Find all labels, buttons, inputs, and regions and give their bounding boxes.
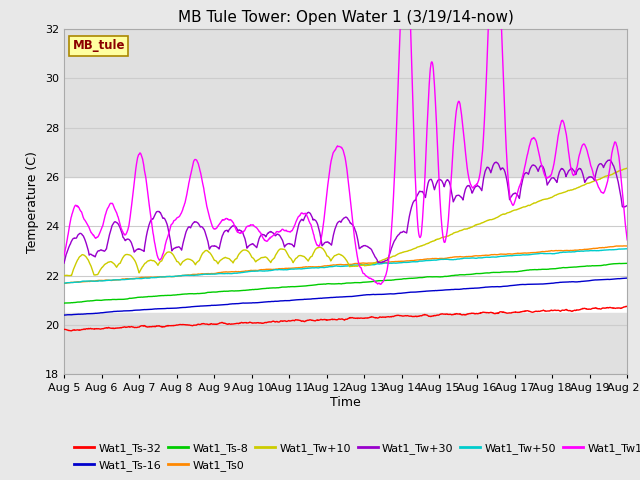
Wat1_Tw100 bbox=[299, 211, 307, 216]
Line: Wat1_Ts-8: Wat1_Ts-8 bbox=[64, 264, 627, 303]
X-axis label: Time: Time bbox=[330, 396, 361, 409]
Wat1_Tw+10 bbox=[127, 252, 134, 258]
Wat1_Ts-8 bbox=[299, 283, 307, 289]
Wat1_Ts-8 bbox=[127, 296, 134, 301]
Wat1_Ts-32 bbox=[127, 324, 134, 330]
Bar bbox=[64, 29, 627, 177]
Wat1_Ts-16 bbox=[311, 296, 319, 301]
Wat1_Tw+10 bbox=[104, 260, 111, 265]
Wat1_Tw100 bbox=[104, 205, 111, 211]
Wat1_Ts0 bbox=[622, 243, 630, 249]
Wat1_Tw100 bbox=[60, 253, 68, 259]
Wat1_Ts-32 bbox=[381, 314, 388, 320]
Wat1_Tw+30 bbox=[605, 157, 613, 163]
Wat1_Tw+50 bbox=[104, 277, 112, 283]
Wat1_Ts-32 bbox=[60, 326, 68, 332]
Wat1_Tw+30 bbox=[623, 203, 631, 208]
Wat1_Ts-8 bbox=[381, 277, 388, 283]
Text: MB_tule: MB_tule bbox=[72, 39, 125, 52]
Wat1_Tw100 bbox=[311, 236, 319, 241]
Y-axis label: Temperature (C): Temperature (C) bbox=[26, 151, 39, 252]
Wat1_Tw+30 bbox=[299, 217, 307, 223]
Wat1_Tw100 bbox=[381, 275, 388, 280]
Wat1_Tw100 bbox=[321, 210, 328, 216]
Wat1_Tw100 bbox=[127, 211, 134, 216]
Wat1_Ts0 bbox=[61, 280, 68, 286]
Wat1_Tw+30 bbox=[381, 259, 388, 264]
Wat1_Ts-32 bbox=[67, 328, 74, 334]
Wat1_Ts0 bbox=[623, 243, 631, 249]
Wat1_Tw+50 bbox=[311, 265, 319, 271]
Wat1_Ts0 bbox=[104, 277, 112, 283]
Wat1_Ts-8 bbox=[321, 281, 328, 287]
Wat1_Tw+50 bbox=[623, 246, 631, 252]
Wat1_Tw+10 bbox=[381, 257, 388, 263]
Legend: Wat1_Ts-32, Wat1_Ts-16, Wat1_Ts-8, Wat1_Ts0, Wat1_Tw+10, Wat1_Tw+30, Wat1_Tw+50,: Wat1_Ts-32, Wat1_Ts-16, Wat1_Ts-8, Wat1_… bbox=[70, 439, 640, 475]
Wat1_Tw+50 bbox=[60, 280, 68, 286]
Wat1_Ts-32 bbox=[104, 325, 112, 331]
Line: Wat1_Tw100: Wat1_Tw100 bbox=[64, 0, 627, 284]
Wat1_Tw+30 bbox=[311, 217, 319, 223]
Title: MB Tule Tower: Open Water 1 (3/19/14-now): MB Tule Tower: Open Water 1 (3/19/14-now… bbox=[178, 10, 513, 25]
Wat1_Tw+50 bbox=[321, 264, 329, 270]
Bar bbox=[64, 312, 627, 374]
Line: Wat1_Ts-16: Wat1_Ts-16 bbox=[64, 278, 627, 315]
Wat1_Ts0 bbox=[381, 260, 388, 265]
Wat1_Ts-16 bbox=[104, 309, 111, 315]
Wat1_Ts-8 bbox=[311, 282, 319, 288]
Wat1_Ts-8 bbox=[60, 300, 68, 306]
Wat1_Tw+10 bbox=[299, 253, 307, 259]
Wat1_Ts0 bbox=[300, 264, 307, 270]
Line: Wat1_Ts-32: Wat1_Ts-32 bbox=[64, 306, 627, 331]
Wat1_Ts-16 bbox=[381, 291, 388, 297]
Wat1_Ts-8 bbox=[623, 261, 631, 266]
Wat1_Tw+50 bbox=[61, 280, 68, 286]
Wat1_Tw+10 bbox=[623, 165, 631, 171]
Wat1_Ts-16 bbox=[321, 295, 328, 301]
Wat1_Tw100 bbox=[623, 237, 631, 243]
Wat1_Tw+50 bbox=[300, 266, 307, 272]
Line: Wat1_Tw+50: Wat1_Tw+50 bbox=[64, 249, 627, 283]
Wat1_Tw+50 bbox=[381, 260, 388, 266]
Wat1_Ts0 bbox=[321, 263, 329, 269]
Wat1_Ts0 bbox=[311, 264, 319, 270]
Wat1_Ts-16 bbox=[299, 297, 307, 302]
Wat1_Tw+30 bbox=[60, 260, 68, 266]
Wat1_Tw+50 bbox=[127, 276, 134, 282]
Wat1_Ts-8 bbox=[104, 297, 111, 303]
Wat1_Ts0 bbox=[60, 280, 68, 286]
Wat1_Ts-16 bbox=[623, 275, 631, 281]
Line: Wat1_Tw+10: Wat1_Tw+10 bbox=[64, 168, 627, 276]
Wat1_Tw+30 bbox=[127, 239, 134, 244]
Wat1_Ts-16 bbox=[127, 308, 134, 313]
Wat1_Ts0 bbox=[127, 276, 134, 282]
Wat1_Tw+10 bbox=[623, 165, 630, 171]
Line: Wat1_Tw+30: Wat1_Tw+30 bbox=[64, 160, 627, 263]
Wat1_Ts-32 bbox=[623, 304, 631, 310]
Wat1_Tw+10 bbox=[321, 248, 328, 254]
Wat1_Ts-32 bbox=[311, 318, 319, 324]
Wat1_Tw+30 bbox=[104, 240, 111, 246]
Wat1_Ts-16 bbox=[60, 312, 68, 318]
Wat1_Ts-32 bbox=[622, 303, 630, 309]
Wat1_Tw+30 bbox=[321, 240, 328, 246]
Wat1_Tw100 bbox=[377, 281, 385, 287]
Line: Wat1_Ts0: Wat1_Ts0 bbox=[64, 246, 627, 283]
Wat1_Ts-32 bbox=[300, 318, 307, 324]
Wat1_Tw+10 bbox=[311, 248, 319, 254]
Wat1_Ts-32 bbox=[321, 317, 329, 323]
Wat1_Tw+10 bbox=[60, 273, 68, 279]
